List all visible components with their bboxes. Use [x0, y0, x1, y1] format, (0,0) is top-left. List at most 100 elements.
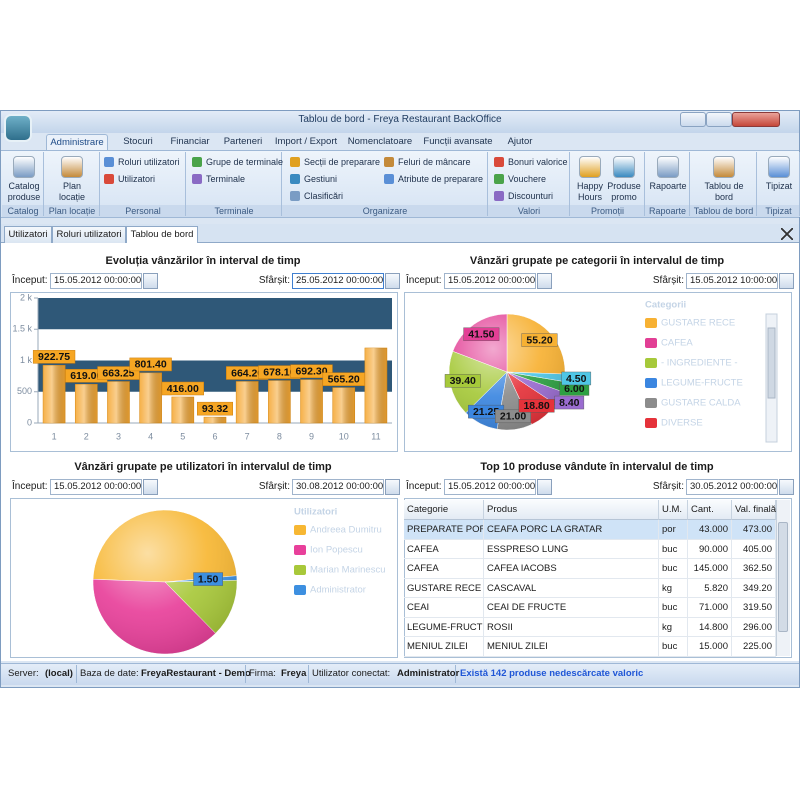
group-separator	[281, 152, 282, 216]
calendar-button[interactable]	[143, 273, 158, 289]
table-row[interactable]	[404, 579, 776, 598]
table-cell: LEGUME-FRUCTE	[404, 617, 484, 637]
date-input[interactable]: 15.05.2012 10:00:00	[686, 273, 778, 289]
ribbon-tab[interactable]: Parteneri	[223, 136, 263, 147]
ribbon-icon	[579, 156, 601, 178]
ribbon-icon	[494, 157, 504, 167]
table-row[interactable]	[404, 559, 776, 579]
table-row[interactable]	[404, 598, 776, 618]
table-row[interactable]	[404, 618, 776, 637]
ribbon-tab[interactable]: Import / Export	[274, 136, 338, 147]
ribbon-button[interactable]: Gestiuni	[304, 174, 338, 184]
status-text: Server:	[8, 668, 39, 679]
column-header[interactable]: Categorie	[404, 500, 484, 520]
ribbon-button[interactable]: Tablou de bord	[704, 181, 744, 202]
table-cell: buc	[659, 637, 688, 657]
column-header[interactable]: Cant.	[688, 500, 732, 520]
ribbon-button[interactable]: Atribute de preparare	[398, 174, 484, 184]
ribbon-button[interactable]: Grupe de terminale	[206, 157, 284, 167]
calendar-button[interactable]	[537, 273, 552, 289]
chart-frame	[10, 498, 398, 658]
ribbon-icon	[61, 156, 83, 178]
document-tab[interactable]: Utilizatori	[4, 226, 52, 243]
chart-frame	[10, 292, 398, 452]
end-label: Sfârșit:	[258, 275, 290, 286]
status-text: FreyaRestaurant - Demo	[141, 668, 251, 679]
status-text: Administrator	[397, 668, 460, 679]
close-tab-button[interactable]	[781, 228, 793, 240]
date-input[interactable]: 30.08.2012 00:00:00	[292, 479, 384, 495]
ribbon-tab[interactable]: Nomenclatoare	[347, 136, 413, 147]
group-separator	[185, 152, 186, 216]
ribbon-group-label: Tipizat	[757, 205, 800, 217]
table-cell: 473.00	[732, 520, 776, 540]
ribbon-tab[interactable]: Financiar	[170, 136, 210, 147]
ribbon-button[interactable]: Utilizatori	[118, 174, 156, 184]
table-cell: 5.820	[688, 578, 732, 598]
table-cell: kg	[659, 617, 688, 637]
ribbon-icon	[104, 174, 114, 184]
maximize-button[interactable]	[706, 112, 732, 127]
app-icon[interactable]	[4, 114, 32, 142]
table-cell: 43.000	[688, 520, 732, 540]
ribbon-icon	[768, 156, 790, 178]
date-input[interactable]: 30.05.2012 00:00:00	[686, 479, 778, 495]
ribbon-icon	[384, 174, 394, 184]
ribbon-button[interactable]: Catalog produse	[7, 181, 41, 202]
calendar-button[interactable]	[143, 479, 158, 495]
date-input[interactable]: 25.05.2012 00:00:00	[292, 273, 384, 289]
ribbon-button[interactable]: Clasificări	[304, 191, 344, 201]
table-cell: 90.000	[688, 539, 732, 559]
calendar-button[interactable]	[537, 479, 552, 495]
minimize-button[interactable]	[680, 112, 706, 127]
calendar-button[interactable]	[385, 273, 400, 289]
ribbon-button[interactable]: Vouchere	[508, 174, 547, 184]
calendar-button[interactable]	[779, 479, 794, 495]
ribbon-button[interactable]: Roluri utilizatori	[118, 157, 180, 167]
ribbon-icon	[192, 157, 202, 167]
ribbon-button[interactable]: Produse promo	[607, 181, 641, 202]
column-header[interactable]: Val. finală	[732, 500, 776, 520]
date-input[interactable]: 15.05.2012 00:00:00	[444, 479, 536, 495]
ribbon-button[interactable]: Discounturi	[508, 191, 554, 201]
ribbon-icon	[613, 156, 635, 178]
calendar-button[interactable]	[779, 273, 794, 289]
table-row[interactable]	[404, 540, 776, 559]
status-text: (local)	[45, 668, 73, 679]
ribbon-tab[interactable]: Administrare	[46, 134, 108, 151]
close-button[interactable]	[732, 112, 780, 127]
date-input[interactable]: 15.05.2012 00:00:00	[50, 479, 142, 495]
document-tab[interactable]: Roluri utilizatori	[52, 226, 126, 243]
ribbon-icon	[494, 174, 504, 184]
ribbon-tab[interactable]: Ajutor	[507, 136, 533, 147]
ribbon-button[interactable]: Rapoarte	[649, 181, 687, 191]
table-cell: 15.000	[688, 637, 732, 657]
ribbon-button[interactable]: Tipizat	[765, 181, 793, 191]
date-input[interactable]: 15.05.2012 00:00:00	[444, 273, 536, 289]
panel-title: Evoluția vânzărilor în interval de timp	[105, 255, 301, 267]
window-title: Tablou de bord - Freya Restaurant BackOf…	[298, 114, 502, 125]
date-input[interactable]: 15.05.2012 00:00:00	[50, 273, 142, 289]
table-row[interactable]	[404, 520, 776, 540]
document-tab[interactable]: Tablou de bord	[126, 226, 198, 243]
ribbon-group-label: Valori	[488, 205, 570, 217]
ribbon-tab[interactable]: Stocuri	[123, 136, 153, 147]
ribbon-button[interactable]: Feluri de mâncare	[398, 157, 471, 167]
ribbon-button[interactable]: Happy Hours	[576, 181, 603, 202]
table-cell: MENIUL ZILEI	[484, 637, 659, 657]
ribbon-button[interactable]: Secții de preparare	[304, 157, 381, 167]
ribbon-button[interactable]: Plan locație	[58, 181, 85, 202]
column-header[interactable]: Produs	[484, 500, 659, 520]
ribbon-button[interactable]: Terminale	[206, 174, 246, 184]
ribbon-icon	[384, 157, 394, 167]
table-row[interactable]	[404, 637, 776, 657]
status-text: Freya	[281, 668, 307, 679]
column-header[interactable]: U.M.	[659, 500, 688, 520]
ribbon-button[interactable]: Bonuri valorice	[508, 157, 568, 167]
end-label: Sfârșit:	[652, 481, 684, 492]
ribbon-icon	[290, 157, 300, 167]
calendar-button[interactable]	[385, 479, 400, 495]
end-label: Sfârșit:	[652, 275, 684, 286]
ribbon-tab[interactable]: Funcții avansate	[423, 136, 493, 147]
table-cell: ESSPRESO LUNG	[484, 539, 659, 559]
